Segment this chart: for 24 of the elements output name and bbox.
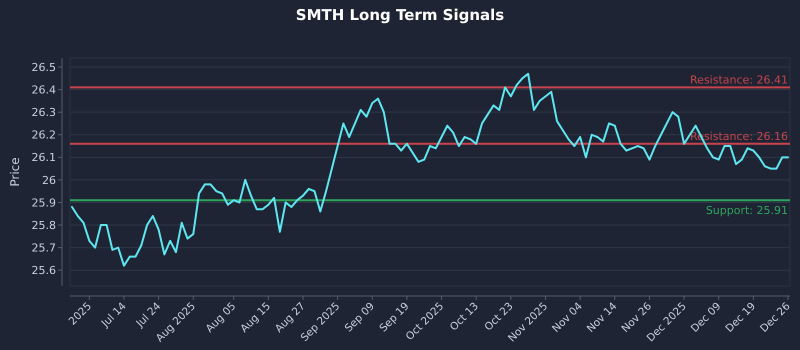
- x-tick-label: Dec 19: [723, 300, 758, 335]
- x-tick-label: Dec 26: [758, 300, 793, 335]
- line-series: [71, 72, 789, 267]
- x-tick-label: Dec 09: [688, 300, 724, 335]
- x-tick-label: Jul 14: [98, 300, 129, 330]
- y-tick-label: 25.8: [32, 218, 56, 232]
- y-tick-label: 26.4: [32, 83, 56, 96]
- x-tick-label: Nov 04: [550, 300, 586, 336]
- x-tick-label: Jul 24: [133, 300, 164, 330]
- y-tick-label: 25.7: [32, 241, 56, 254]
- y-axis-title: Price: [8, 157, 22, 187]
- ref-line-label: Support: 25.91: [706, 204, 788, 218]
- x-tick-label: Oct 13: [448, 300, 481, 334]
- x-tick-label: Sep 09: [342, 300, 377, 335]
- y-tick-label: 26: [42, 174, 56, 187]
- x-tick-label: Nov 14: [584, 300, 620, 336]
- y-tick-label: 26.5: [32, 60, 56, 74]
- ref-line-label: Resistance: 26.41: [690, 73, 788, 86]
- y-tick-label: 25.6: [32, 264, 56, 278]
- y-tick-label: 26.2: [32, 128, 56, 142]
- y-tick-label: 26.3: [32, 106, 56, 120]
- y-tick-label: 26.1: [32, 151, 56, 164]
- y-tick-label: 25.9: [32, 196, 56, 210]
- chart-title: SMTH Long Term Signals: [296, 6, 504, 24]
